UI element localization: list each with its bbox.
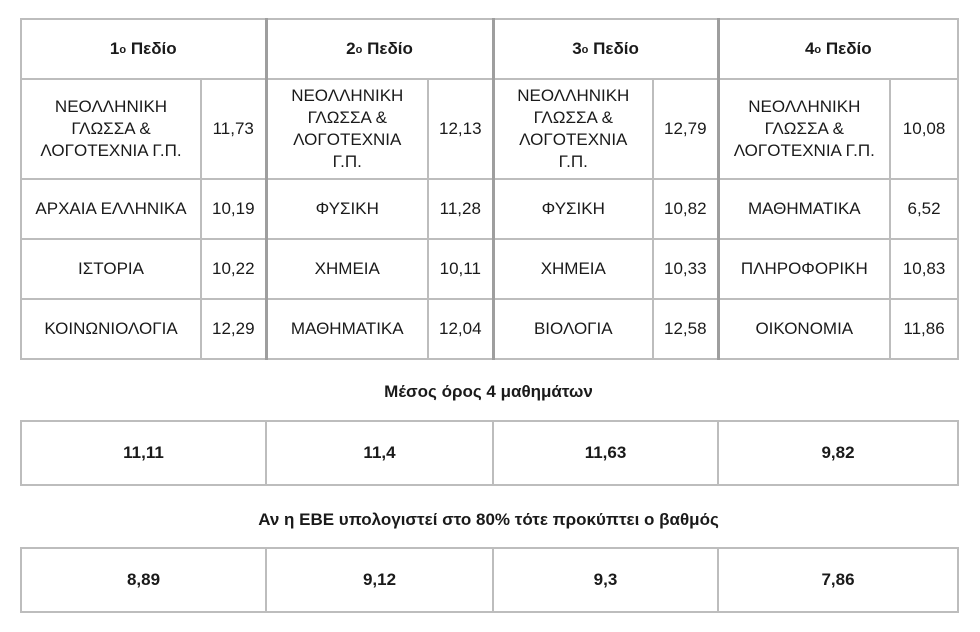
grade-cell: 12,13 [427,78,495,180]
grade-cell: 6,52 [889,178,960,240]
average-caption: Μέσος όρος 4 μαθημάτων [384,382,593,401]
fields-header-row: 1ο Πεδίο 2ο Πεδίο 3ο Πεδίο 4ο Πεδίο [19,18,960,80]
field-3-header: 3ο Πεδίο [491,18,720,80]
subject-cell: ΧΗΜΕΙΑ [491,238,655,300]
ebe-caption: Αν η ΕΒΕ υπολογιστεί στο 80% τότε προκύπ… [258,510,719,529]
grade-cell: 11,73 [199,78,268,180]
table-row: 11,11 11,4 11,63 9,82 [20,420,959,486]
subject-cell: ΑΡΧΑΙΑ ΕΛΛΗΝΙΚΑ [20,178,202,240]
subject-cell: ΜΑΘΗΜΑΤΙΚΑ [716,178,892,240]
subject-cell: ΜΑΘΗΜΑΤΙΚΑ [264,298,430,360]
ebe-grade-table: 8,89 9,12 9,3 7,86 [20,547,959,613]
table-row: 8,89 9,12 9,3 7,86 [20,547,959,613]
subject-cell: ΦΥΣΙΚΗ [491,178,655,240]
average-cell: 11,4 [265,420,494,486]
grade-cell: 12,79 [652,78,720,180]
ebe-grade-cell: 8,89 [20,547,267,613]
table-row: ΙΣΤΟΡΙΑ 10,22 ΧΗΜΕΙΑ 10,11 ΧΗΜΕΙΑ 10,33 … [20,238,960,300]
subject-cell: ΝΕΟΛΛΗΝΙΚΗ ΓΛΩΣΣΑ & ΛΟΓΟΤΕΧΝΙΑ Γ.Π. [264,78,430,180]
grade-cell: 12,04 [427,298,495,360]
subject-cell: ΝΕΟΛΛΗΝΙΚΗ ΓΛΩΣΣΑ & ΛΟΓΟΤΕΧΝΙΑ Γ.Π. [20,78,202,180]
average-table: 11,11 11,4 11,63 9,82 [20,420,959,486]
average-cell: 9,82 [717,420,959,486]
field-4-header: 4ο Πεδίο [716,18,960,80]
field-1-header: 1ο Πεδίο [19,18,268,80]
table-row: ΑΡΧΑΙΑ ΕΛΛΗΝΙΚΑ 10,19 ΦΥΣΙΚΗ 11,28 ΦΥΣΙΚ… [20,178,960,240]
ebe-grade-cell: 9,12 [265,547,494,613]
grade-cell: 11,86 [889,298,960,360]
subject-cell: ΙΣΤΟΡΙΑ [20,238,202,300]
grade-cell: 10,83 [889,238,960,300]
subject-cell: ΒΙΟΛΟΓΙΑ [491,298,655,360]
subject-cell: ΝΕΟΛΛΗΝΙΚΗ ΓΛΩΣΣΑ & ΛΟΓΟΤΕΧΝΙΑ Γ.Π. [491,78,655,180]
table-row: ΝΕΟΛΛΗΝΙΚΗ ΓΛΩΣΣΑ & ΛΟΓΟΤΕΧΝΙΑ Γ.Π. 11,7… [20,78,960,180]
grade-cell: 10,33 [652,238,720,300]
subject-cell: ΠΛΗΡΟΦΟΡΙΚΗ [716,238,892,300]
average-cell: 11,11 [20,420,267,486]
subject-cell: ΝΕΟΛΛΗΝΙΚΗ ΓΛΩΣΣΑ & ΛΟΓΟΤΕΧΝΙΑ Γ.Π. [716,78,892,180]
grade-cell: 10,22 [199,238,268,300]
subject-cell: ΟΙΚΟΝΟΜΙΑ [716,298,892,360]
average-cell: 11,63 [492,420,719,486]
table-row: ΚΟΙΝΩΝΙΟΛΟΓΙΑ 12,29 ΜΑΘΗΜΑΤΙΚΑ 12,04 ΒΙΟ… [20,298,960,360]
grade-cell: 10,82 [652,178,720,240]
subject-cell: ΧΗΜΕΙΑ [264,238,430,300]
grade-cell: 10,11 [427,238,495,300]
field-2-header: 2ο Πεδίο [264,18,495,80]
grade-cell: 12,29 [199,298,268,360]
grade-cell: 12,58 [652,298,720,360]
subject-cell: ΦΥΣΙΚΗ [264,178,430,240]
grade-cell: 10,08 [889,78,960,180]
subject-cell: ΚΟΙΝΩΝΙΟΛΟΓΙΑ [20,298,202,360]
ebe-grade-cell: 9,3 [492,547,719,613]
grade-cell: 10,19 [199,178,268,240]
grade-cell: 11,28 [427,178,495,240]
fields-grade-table: 1ο Πεδίο 2ο Πεδίο 3ο Πεδίο 4ο Πεδίο ΝΕΟΛ… [19,18,960,360]
ebe-grade-cell: 7,86 [717,547,959,613]
